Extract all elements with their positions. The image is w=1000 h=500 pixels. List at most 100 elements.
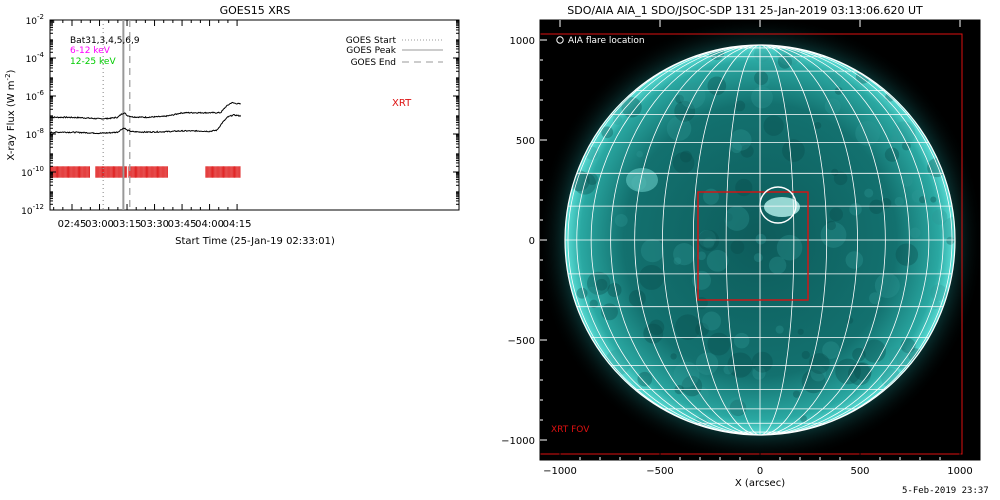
disk-mottle	[941, 217, 955, 242]
aia-chart-title: SDO/AIA AIA_1 SDO/JSOC-SDP 131 25-Jan-20…	[567, 4, 923, 17]
legend-12-25-kev: 12-25 keV	[70, 57, 116, 67]
disk-mottle	[675, 94, 684, 104]
longitude-line	[567, 45, 761, 435]
longitude-line	[759, 45, 910, 435]
disk-mottle	[768, 256, 787, 275]
longitude-line	[590, 45, 761, 435]
disk-mottle	[734, 100, 746, 112]
disk-mottle	[673, 243, 696, 266]
disk-mottle	[845, 251, 864, 269]
aia-y-tick-label: 1000	[510, 36, 535, 47]
aia-flare-location-circle	[759, 186, 797, 224]
longitude-line	[725, 45, 761, 435]
goes-event-markers	[102, 20, 131, 210]
disk-mottle	[702, 311, 722, 331]
disk-mottle	[695, 322, 709, 337]
disk-mottle	[740, 144, 754, 158]
xrt-fov-inner-box	[697, 191, 809, 301]
disk-mottle	[730, 240, 745, 254]
disk-mottle	[724, 206, 750, 231]
longitude-line	[759, 45, 953, 435]
disk-mottle	[754, 70, 769, 86]
disk-mottle	[601, 303, 618, 321]
disk-mottle	[731, 142, 742, 154]
disk-mottle	[589, 299, 599, 309]
disk-mottle	[847, 362, 871, 386]
heliographic-grid	[565, 45, 955, 435]
goes-x-tick-label: 03:00	[85, 219, 114, 230]
disk-mottle	[895, 243, 919, 266]
goes-ylabel-exponent: -2	[4, 73, 12, 80]
disk-mottle	[613, 115, 623, 125]
disk-mottle	[869, 292, 881, 305]
disk-mottle	[670, 353, 677, 360]
goes-y-tick-label: 10-8	[26, 127, 44, 141]
goes-ylabel-close: )	[6, 69, 17, 73]
disk-mottle	[801, 350, 810, 360]
aia-y-tick-label: −1000	[501, 436, 535, 447]
disk-mottle	[900, 174, 913, 187]
disk-mottle	[852, 347, 866, 362]
disk-mottle	[674, 100, 696, 122]
aia-y-axis-ticks: 1000 500 0 −500 −1000	[501, 36, 547, 447]
disk-mottle	[702, 188, 720, 205]
disk-mottle	[751, 351, 773, 373]
active-region-bright	[764, 197, 800, 217]
disk-mottle	[697, 251, 706, 261]
disk-mottle	[930, 284, 947, 301]
goes-flux-series	[49, 101, 242, 135]
goes-plot-frame	[49, 19, 460, 211]
longitude-line	[662, 45, 761, 435]
disk-mottle	[931, 299, 941, 310]
goes-flux-line-2	[49, 114, 242, 135]
disk-mottle	[759, 76, 770, 87]
longitude-line	[759, 45, 886, 435]
aia-y-tick-label: 500	[516, 136, 535, 147]
disk-mottle	[638, 361, 654, 376]
legend-goes-peak: GOES Peak	[346, 46, 396, 56]
longitude-line	[610, 45, 761, 435]
disk-mottle	[808, 353, 830, 374]
goes-x-tick-label: 04:15	[223, 219, 252, 230]
disk-mottle	[648, 319, 665, 336]
disk-mottle	[706, 249, 729, 272]
legend-6-12-kev: 6-12 keV	[70, 46, 111, 56]
goes-y-axis-ticks: 10-12 10-10 10-8 10-6 10-4 10-2	[21, 13, 459, 217]
disk-mottle	[755, 233, 767, 245]
disk-mottle	[862, 339, 886, 363]
goes-x-axis-label: Start Time (25-Jan-19 02:33:01)	[175, 236, 335, 247]
disk-mottle	[930, 196, 937, 203]
disk-mottle	[614, 213, 628, 227]
disk-mottle	[637, 371, 653, 387]
disk-mottle	[753, 253, 763, 263]
disk-mottle	[586, 286, 599, 299]
disk-mottle	[698, 229, 720, 251]
flare-legend-symbol	[556, 36, 564, 44]
disk-mottle	[585, 146, 599, 160]
goes-x-tick-label: 03:45	[168, 219, 197, 230]
disk-mottle	[782, 139, 805, 162]
disk-mottle	[640, 239, 665, 263]
disk-mottle	[775, 325, 784, 334]
aia-x-tick-label: 1000	[947, 466, 972, 477]
xrt-annotation: XRT	[392, 98, 412, 109]
goes-chart-title: GOES15 XRS	[220, 4, 291, 17]
disk-mottle	[776, 234, 803, 261]
disk-mottle	[638, 264, 664, 290]
disk-mottle	[810, 365, 827, 382]
goes-y-tick-label: 10-12	[21, 203, 44, 217]
disk-mottle	[822, 341, 840, 359]
longitude-line	[759, 45, 828, 435]
disk-mottle	[730, 129, 752, 151]
longitude-line	[634, 45, 761, 435]
goes-left-legend: Bat31,3,4,5,6,9 6-12 keV 12-25 keV	[70, 36, 140, 67]
longitude-line	[576, 45, 761, 435]
goes-flux-line-1	[49, 101, 241, 120]
disk-mottle	[681, 375, 703, 397]
disk-mottle	[869, 199, 884, 215]
disk-mottle	[888, 347, 910, 369]
disk-mottle	[666, 116, 692, 141]
goes-y-tick-label: 10-6	[26, 89, 45, 103]
disk-mottle	[919, 196, 927, 204]
